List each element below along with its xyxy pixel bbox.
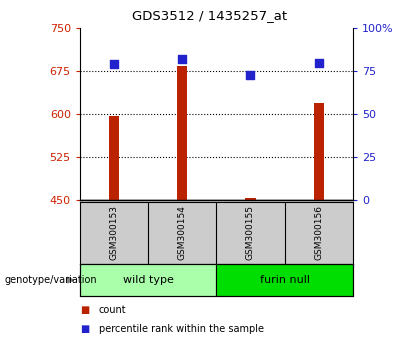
Bar	[80, 264, 216, 296]
Bar	[109, 116, 119, 200]
Text: ■: ■	[80, 305, 89, 315]
Text: GSM300156: GSM300156	[314, 205, 323, 260]
Text: count: count	[99, 305, 126, 315]
Point	[179, 56, 186, 62]
Point	[247, 72, 254, 78]
Point	[315, 60, 322, 65]
Text: wild type: wild type	[123, 275, 173, 285]
Text: ■: ■	[80, 324, 89, 334]
Text: GSM300154: GSM300154	[178, 205, 186, 260]
Bar	[245, 198, 255, 200]
Point	[110, 62, 117, 67]
Text: GSM300155: GSM300155	[246, 205, 255, 260]
Bar	[216, 264, 353, 296]
Text: percentile rank within the sample: percentile rank within the sample	[99, 324, 264, 334]
Text: GDS3512 / 1435257_at: GDS3512 / 1435257_at	[132, 9, 288, 22]
Text: GSM300153: GSM300153	[110, 205, 118, 260]
Text: furin null: furin null	[260, 275, 310, 285]
Bar	[177, 65, 187, 200]
Bar	[314, 103, 324, 200]
Text: genotype/variation: genotype/variation	[4, 275, 97, 285]
